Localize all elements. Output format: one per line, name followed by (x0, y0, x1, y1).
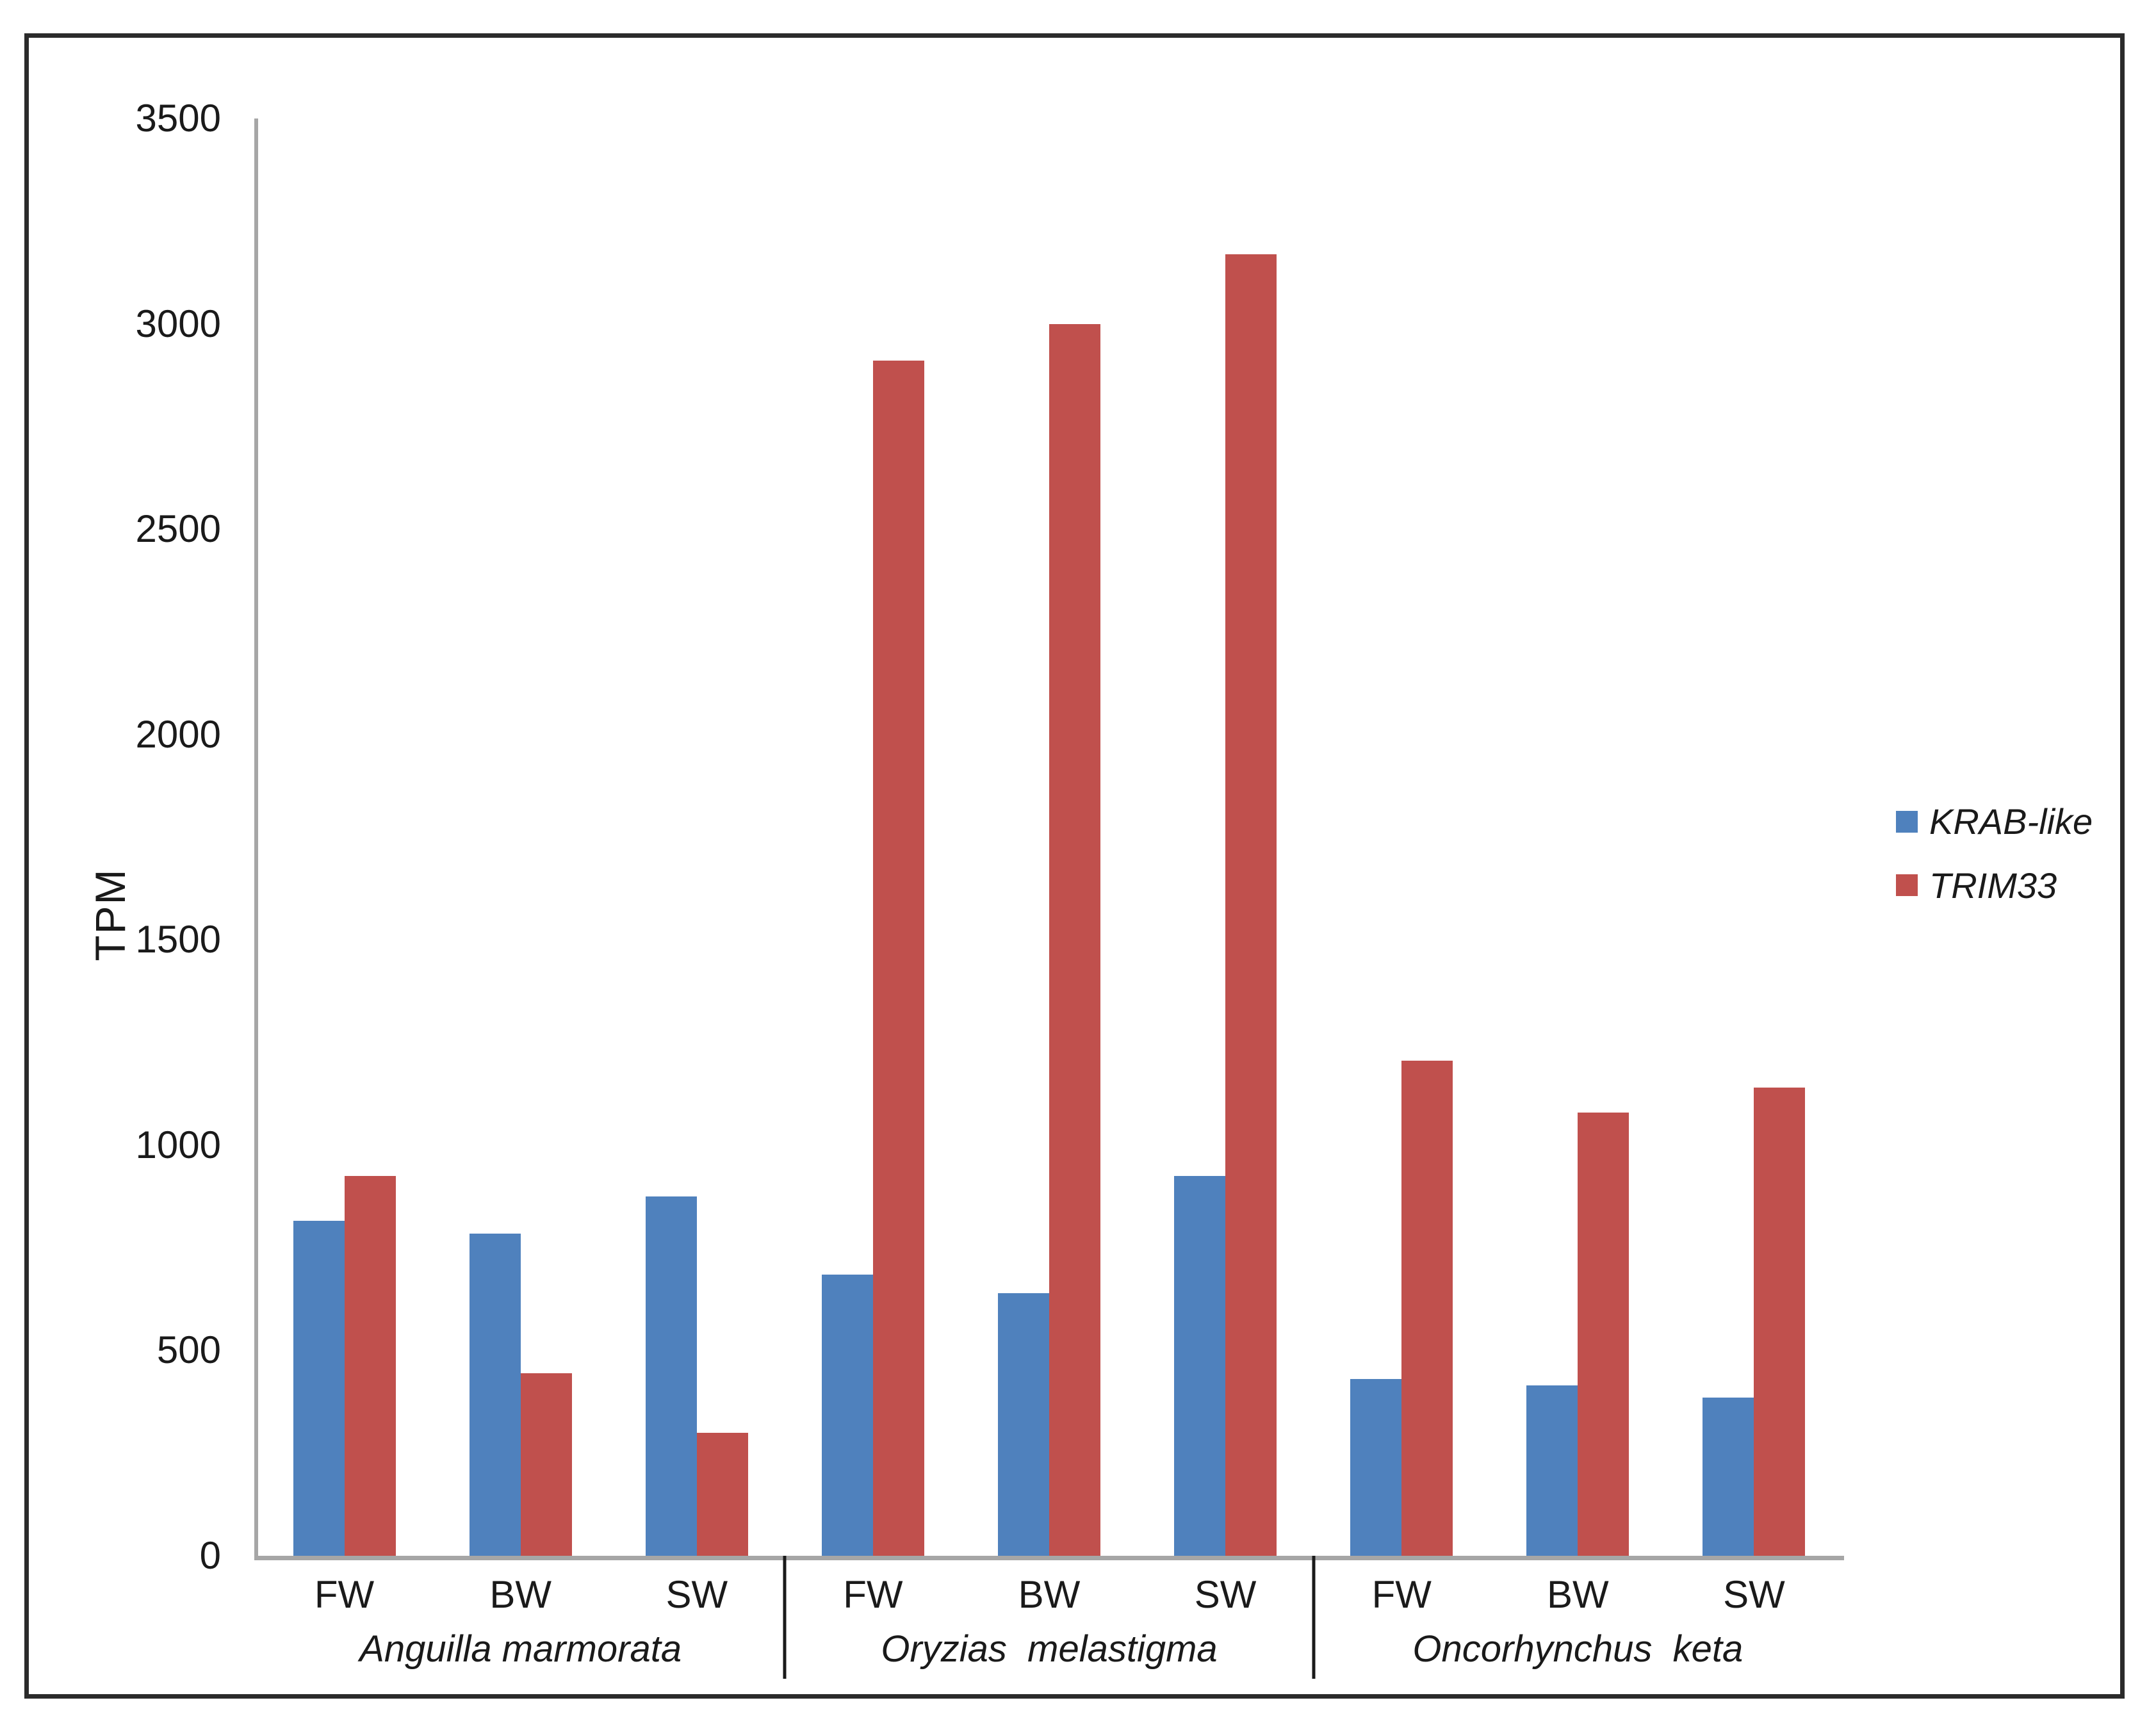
bar-KRAB-like-SW-8 (1703, 1398, 1754, 1556)
legend-label-trim33: TRIM33 (1929, 865, 2057, 906)
bar-KRAB-like-SW-2 (645, 1196, 697, 1556)
x-label-BW-7: BW (1547, 1573, 1609, 1616)
y-tick-labels: 0 500 1000 1500 2000 2500 3000 3500 (64, 99, 221, 1575)
species-label-1: Oryzias melastigma (881, 1628, 1218, 1670)
x-label-FW-3: FW (843, 1573, 903, 1616)
legend-swatch-trim33-icon (1896, 874, 1918, 897)
group-divider-2 (1312, 1556, 1316, 1679)
y-tick-label-0: 0 (199, 1534, 221, 1577)
bar-KRAB-like-BW-1 (469, 1233, 521, 1556)
bar-TRIM33-SW-5 (1225, 254, 1277, 1556)
y-tick-label-1000: 1000 (135, 1123, 221, 1166)
bar-TRIM33-FW-3 (872, 361, 924, 1556)
y-tick-label-3500: 3500 (135, 97, 221, 140)
bar-TRIM33-FW-6 (1401, 1061, 1453, 1556)
group-divider-1 (783, 1556, 787, 1679)
x-axis-line (254, 1556, 1844, 1560)
bar-TRIM33-FW-0 (344, 1175, 396, 1556)
x-label-BW-1: BW (489, 1573, 551, 1616)
bar-KRAB-like-BW-7 (1526, 1385, 1578, 1556)
figure-border (24, 33, 2125, 1699)
legend: KRAB-like TRIM33 (1896, 802, 2093, 905)
x-label-FW-0: FW (314, 1573, 375, 1616)
bar-KRAB-like-FW-0 (293, 1221, 345, 1556)
legend-swatch-krab-like-icon (1896, 810, 1918, 833)
bar-KRAB-like-FW-3 (821, 1274, 873, 1556)
species-label-2: Oncorhynchus keta (1412, 1628, 1744, 1670)
bar-KRAB-like-FW-6 (1350, 1379, 1402, 1556)
y-tick-label-1500: 1500 (135, 918, 221, 961)
legend-item-krab-like: KRAB-like (1896, 802, 2093, 842)
x-label-BW-4: BW (1018, 1573, 1081, 1616)
y-tick-label-3000: 3000 (135, 302, 221, 345)
x-label-SW-8: SW (1723, 1573, 1785, 1616)
bar-TRIM33-BW-7 (1578, 1112, 1629, 1556)
bar-KRAB-like-BW-4 (998, 1293, 1049, 1556)
bar-TRIM33-SW-2 (696, 1432, 748, 1556)
x-label-SW-5: SW (1194, 1573, 1257, 1616)
y-tick-label-2500: 2500 (135, 507, 221, 551)
legend-item-trim33: TRIM33 (1896, 865, 2093, 906)
legend-label-krab-like: KRAB-like (1929, 801, 2093, 842)
x-label-SW-2: SW (666, 1573, 728, 1616)
bar-KRAB-like-SW-5 (1174, 1175, 1226, 1556)
y-tick-label-2000: 2000 (135, 712, 221, 756)
y-tick-label-500: 500 (156, 1328, 221, 1372)
bar-TRIM33-BW-1 (520, 1373, 572, 1556)
x-label-FW-6: FW (1371, 1573, 1432, 1616)
plot-area (254, 118, 1844, 1560)
bar-TRIM33-BW-4 (1049, 323, 1100, 1556)
species-label-0: Anguilla marmorata (359, 1628, 682, 1670)
bar-TRIM33-SW-8 (1754, 1088, 1806, 1556)
y-axis-line (254, 118, 258, 1560)
